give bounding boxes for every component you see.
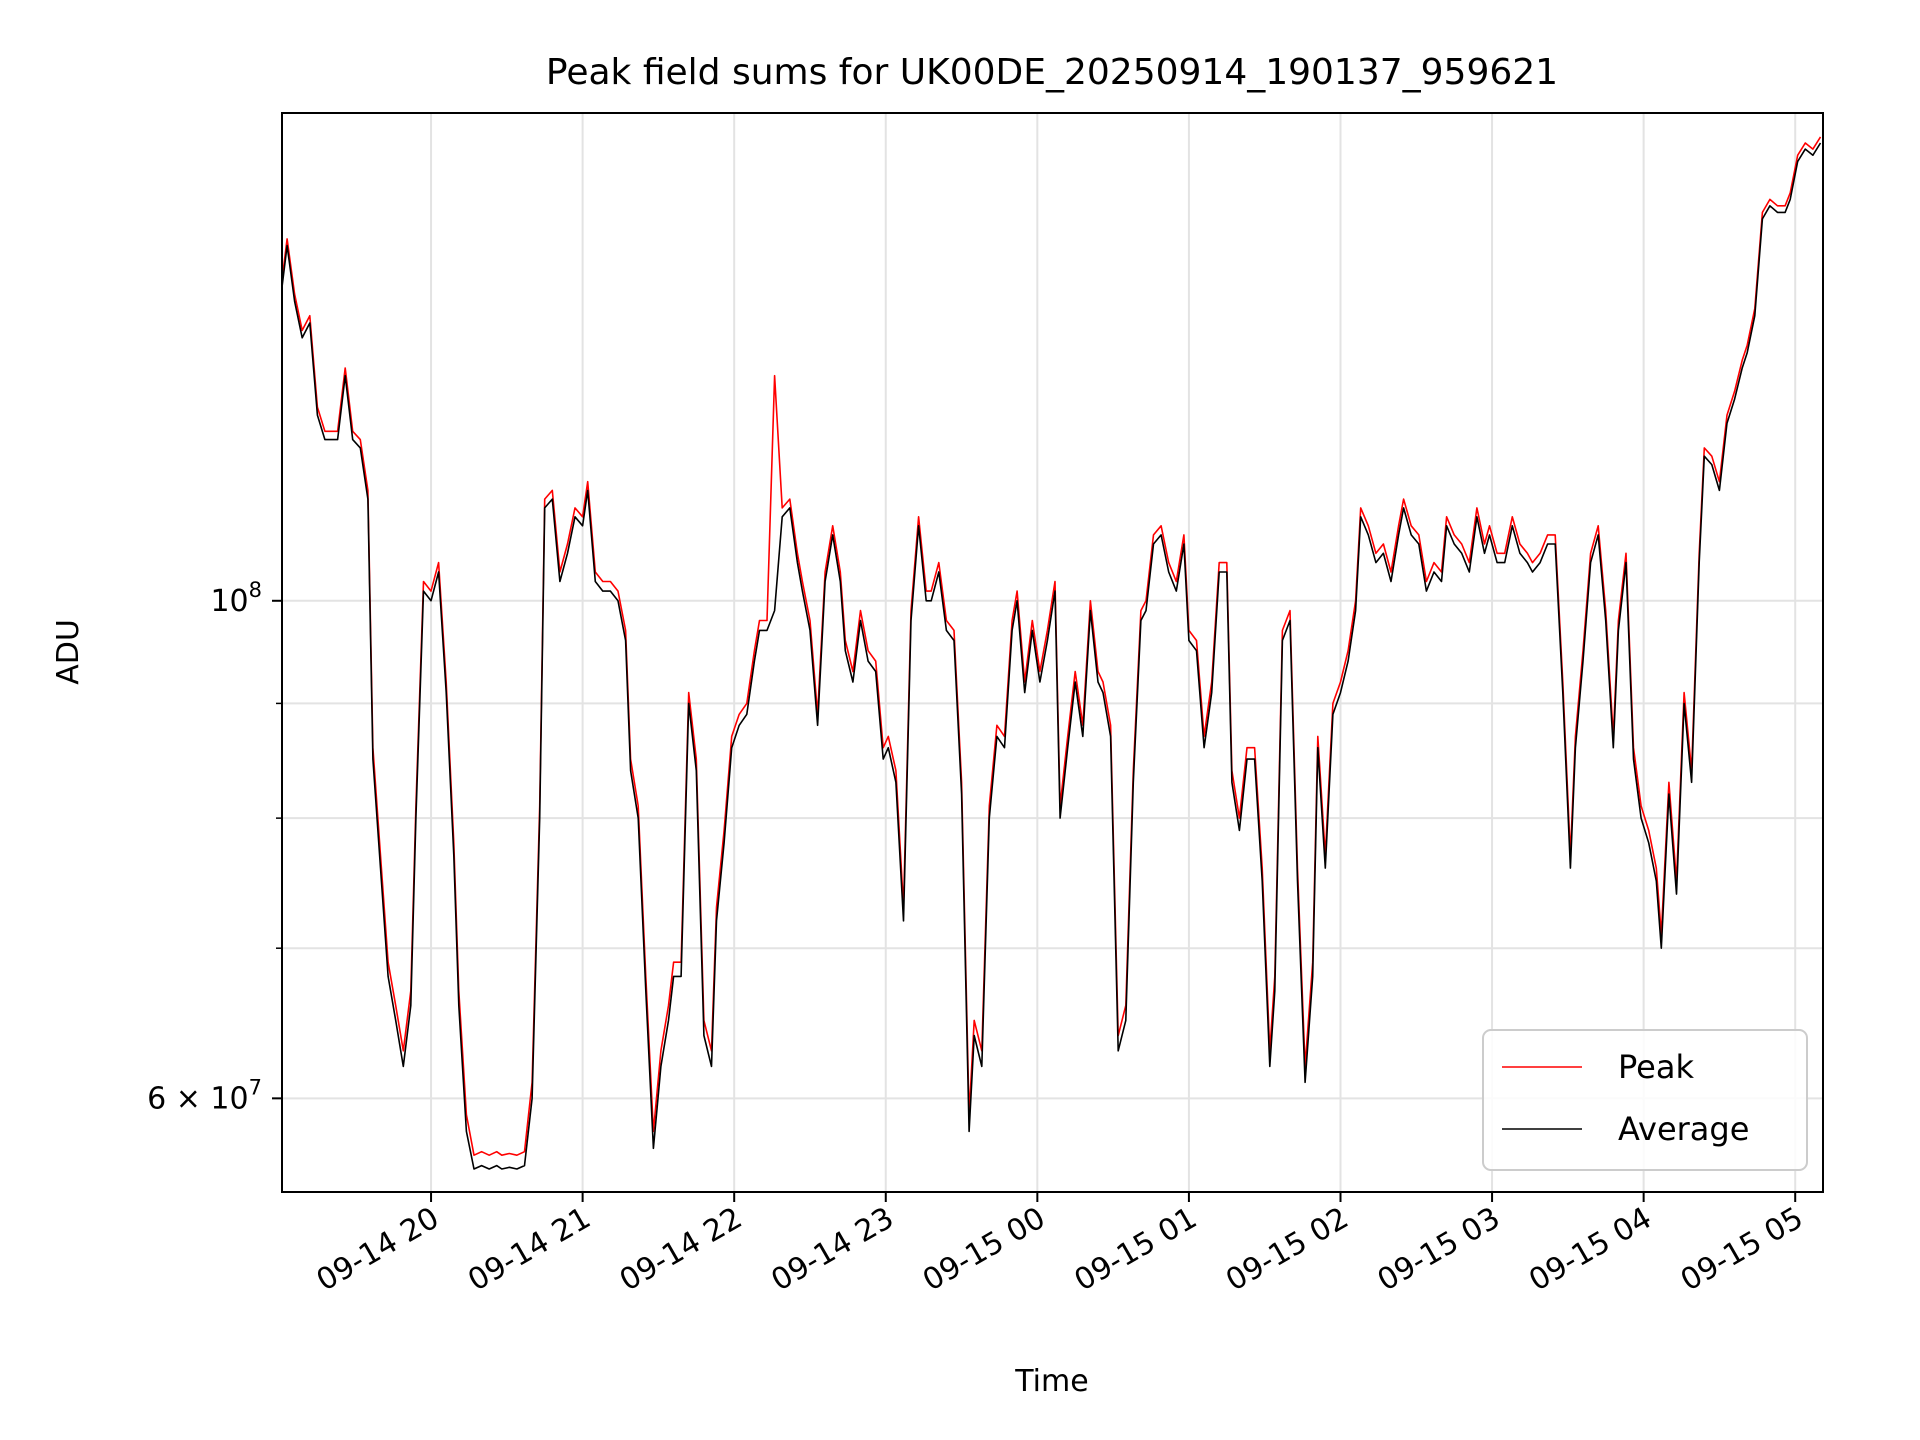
legend-box [1482,1029,1808,1171]
legend-label-peak: Peak [1618,1048,1694,1086]
y-tick-label: 108 [210,578,262,619]
series-line-average [282,142,1822,1170]
x-axis-label: Time [1014,1364,1088,1399]
y-tick-label: 6 × 107 [147,1075,262,1116]
y-axis-ticks: 6 × 107 108 [147,578,282,1116]
chart-title: Peak field sums for UK00DE_20250914_1901… [546,52,1558,93]
legend: Peak Average [1482,1029,1808,1171]
plot-area-frame [281,112,1824,1193]
y-axis-label: ADU [51,619,86,685]
legend-label-average: Average [1618,1110,1749,1148]
plot-lines [282,136,1822,1170]
